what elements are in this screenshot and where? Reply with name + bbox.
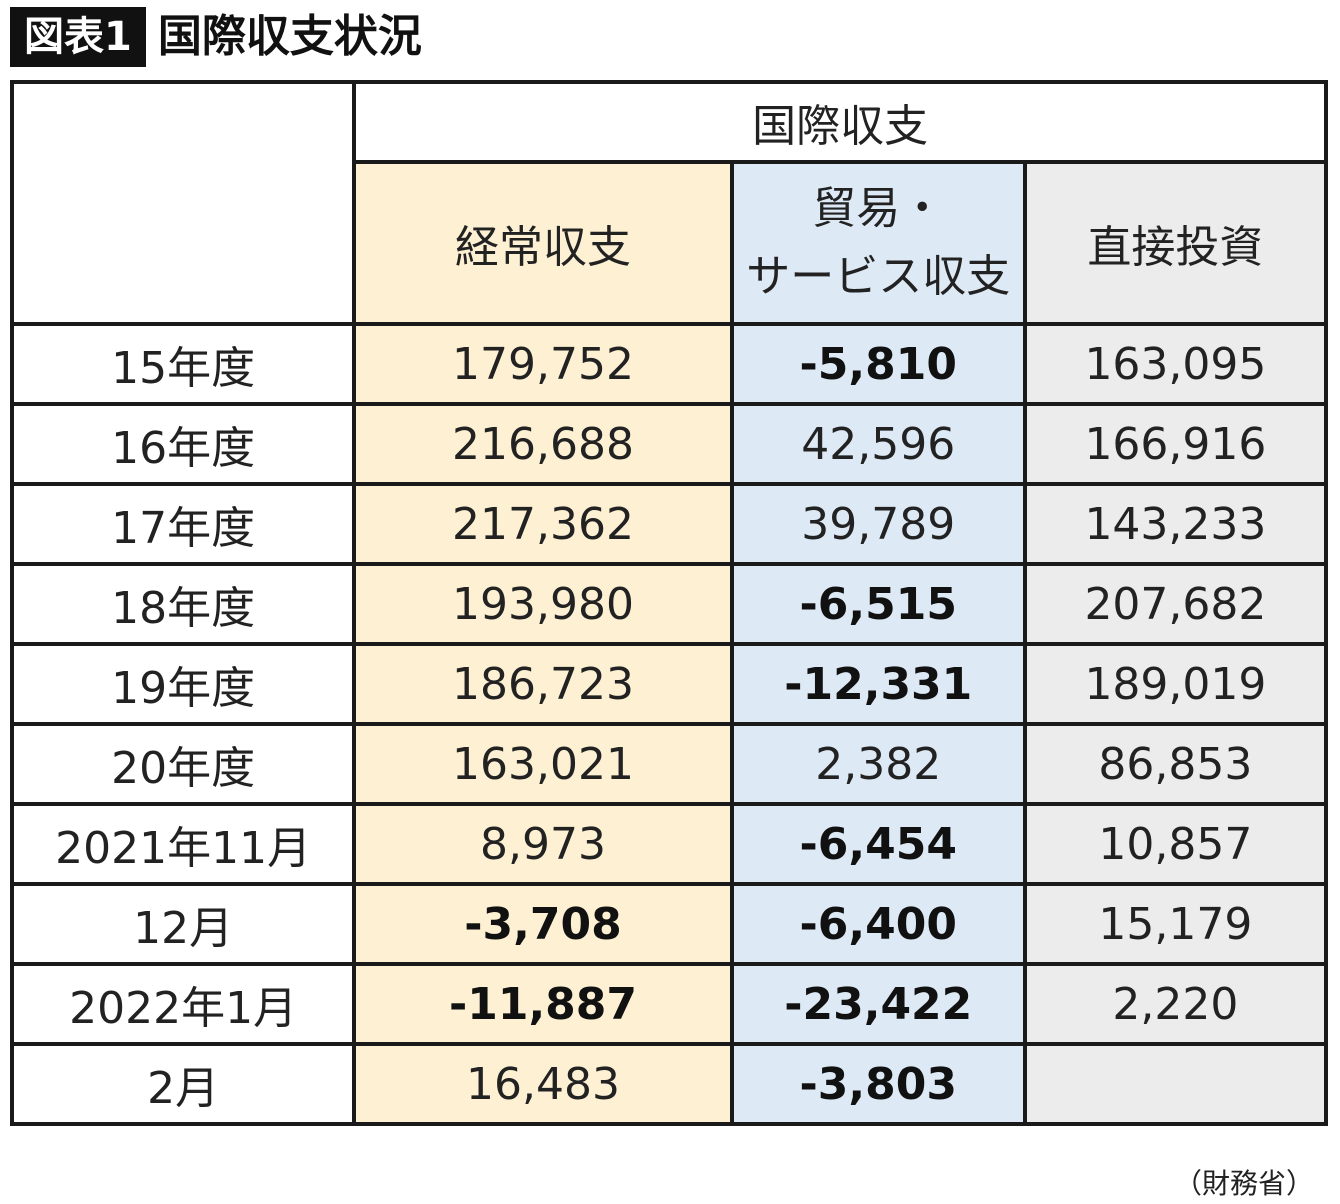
cell-trade-services: 39,789 <box>729 482 1027 566</box>
table-body: 15年度 179,752 -5,810 163,095 16年度 216,688 42,59… <box>9 322 1329 1126</box>
cell-trade-services: -3,803 <box>729 1042 1027 1126</box>
cell-direct-investment: 86,853 <box>1022 722 1329 806</box>
cell-direct-investment: 163,095 <box>1022 322 1329 406</box>
column-header-direct-investment: 直接投資 <box>1022 160 1329 326</box>
cell-current-account: 193,980 <box>352 562 734 646</box>
row-label: 16年度 <box>9 402 357 486</box>
source-note: （財務省） <box>1173 1167 1314 1200</box>
group-header-row: 国際収支 <box>9 80 1328 326</box>
figure-label: 図表1 <box>10 7 146 67</box>
cell-direct-investment: 207,682 <box>1022 562 1329 646</box>
balance-of-payments-table: 国際収支 経常収支 貿易・ サービス収支 直接投資 15年度 179,752 -5,… <box>9 80 1329 1126</box>
table-row: 2月 16,483 -3,803 <box>9 1042 1329 1126</box>
column-header-current-account: 経常収支 <box>352 160 734 326</box>
column-header-row: 経常収支 貿易・ サービス収支 直接投資 <box>12 160 1329 326</box>
cell-trade-services: 2,382 <box>729 722 1027 806</box>
cell-current-account: 186,723 <box>352 642 734 726</box>
cell-current-account: -11,887 <box>352 962 734 1046</box>
cell-direct-investment: 166,916 <box>1022 402 1329 486</box>
cell-direct-investment: 2,220 <box>1022 962 1329 1046</box>
cell-trade-services: -6,454 <box>729 802 1027 886</box>
cell-direct-investment: 143,233 <box>1022 482 1329 566</box>
table-row: 12月 -3,708 -6,400 15,179 <box>9 882 1329 966</box>
cell-current-account: 163,021 <box>352 722 734 806</box>
cell-current-account: 217,362 <box>352 482 734 566</box>
row-label: 17年度 <box>9 482 357 566</box>
column-header-trade-services: 貿易・ サービス収支 <box>729 160 1027 326</box>
table-row: 2022年1月 -11,887 -23,422 2,220 <box>9 962 1329 1046</box>
cell-current-account: 8,973 <box>352 802 734 886</box>
cell-trade-services: -5,810 <box>729 322 1027 406</box>
cell-trade-services: 42,596 <box>729 402 1027 486</box>
cell-trade-services: -12,331 <box>729 642 1027 726</box>
cell-current-account: 179,752 <box>352 322 734 406</box>
cell-trade-services: -23,422 <box>729 962 1027 1046</box>
cell-direct-investment: 15,179 <box>1022 882 1329 966</box>
table-row: 16年度 216,688 42,596 166,916 <box>9 402 1329 486</box>
table-row: 17年度 217,362 39,789 143,233 <box>9 482 1329 566</box>
table-row: 19年度 186,723 -12,331 189,019 <box>9 642 1329 726</box>
column-header-trade-line1: 貿易・ <box>812 183 945 234</box>
column-header-trade-line2: サービス収支 <box>746 251 1011 302</box>
cell-direct-investment: 189,019 <box>1022 642 1329 726</box>
row-label: 20年度 <box>9 722 357 806</box>
table-row: 18年度 193,980 -6,515 207,682 <box>9 562 1329 646</box>
row-label: 18年度 <box>9 562 357 646</box>
cell-direct-investment <box>1022 1042 1329 1126</box>
row-label: 2022年1月 <box>9 962 357 1046</box>
row-label: 15年度 <box>9 322 357 406</box>
table-row: 15年度 179,752 -5,810 163,095 <box>9 322 1329 406</box>
cell-trade-services: -6,400 <box>729 882 1027 966</box>
table-row: 20年度 163,021 2,382 86,853 <box>9 722 1329 806</box>
cell-current-account: 16,483 <box>352 1042 734 1126</box>
figure-header: 図表1 国際収支状況 <box>10 6 422 68</box>
figure-title: 国際収支状況 <box>157 11 422 62</box>
row-label: 2月 <box>9 1042 357 1126</box>
row-label: 2021年11月 <box>9 802 357 886</box>
cell-current-account: -3,708 <box>352 882 734 966</box>
table-row: 2021年11月 8,973 -6,454 10,857 <box>9 802 1329 886</box>
row-label: 19年度 <box>9 642 357 726</box>
row-label: 12月 <box>9 882 357 966</box>
cell-current-account: 216,688 <box>352 402 734 486</box>
cell-direct-investment: 10,857 <box>1022 802 1329 886</box>
corner-cell <box>9 80 357 326</box>
cell-trade-services: -6,515 <box>729 562 1027 646</box>
group-header: 国際収支 <box>352 80 1328 164</box>
